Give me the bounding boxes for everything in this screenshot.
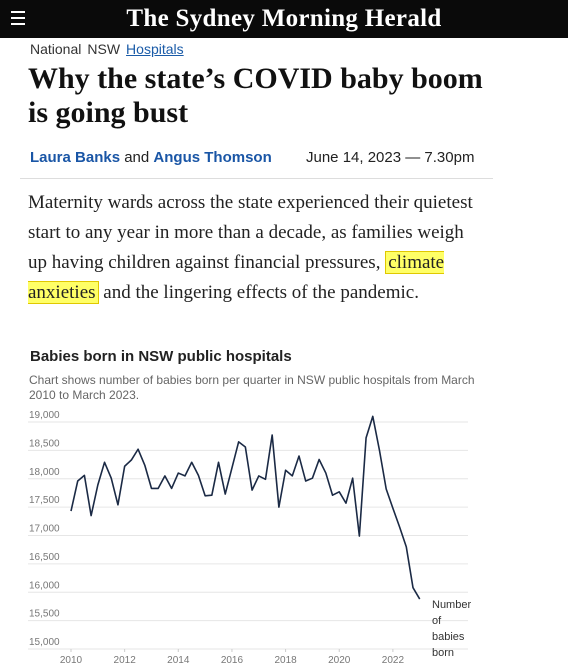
x-tick-label: 2014 — [167, 655, 190, 666]
chart-subtitle: Chart shows number of babies born per qu… — [29, 373, 475, 402]
series-line — [70, 415, 421, 600]
x-tick-label: 2018 — [274, 655, 297, 666]
y-tick-label: 15,500 — [29, 609, 60, 620]
breadcrumb[interactable]: Hospitals — [126, 41, 184, 57]
menu-button[interactable] — [11, 11, 25, 25]
y-tick-label: 18,000 — [29, 467, 60, 478]
x-tick-label: 2016 — [221, 655, 244, 666]
x-tick-label: 2022 — [382, 655, 405, 666]
y-tick-label: 17,000 — [29, 524, 60, 535]
breadcrumb[interactable]: NSW — [87, 41, 121, 57]
divider — [20, 178, 493, 179]
y-tick-label: 15,000 — [29, 637, 60, 648]
y-tick-label: 16,000 — [29, 580, 60, 591]
logo[interactable]: The Sydney Morning Herald — [126, 5, 442, 32]
breadcrumb[interactable]: National — [30, 41, 82, 57]
x-tick-label: 2010 — [60, 655, 83, 666]
paragraph-text: Maternity wards across the state experie… — [28, 192, 473, 273]
series-label: Number of babies born — [432, 599, 472, 659]
byline-joiner: and — [124, 149, 150, 166]
date: June 14, 2023 — 7.30pm — [306, 149, 475, 166]
x-tick-label: 2020 — [328, 655, 351, 666]
headline: Why the state’s COVID baby boom is going… — [28, 62, 483, 129]
breadcrumbs: National NSW Hospitals — [30, 41, 190, 57]
y-tick-label: 17,500 — [29, 495, 60, 506]
paragraph: Maternity wards across the state experie… — [28, 188, 480, 308]
y-tick-label: 18,500 — [29, 438, 60, 449]
paragraph-text: and the lingering effects of the pandemi… — [103, 282, 419, 303]
top-bar — [0, 0, 568, 38]
x-tick-label: 2012 — [114, 655, 137, 666]
y-tick-label: 19,000 — [29, 410, 60, 421]
y-tick-label: 16,500 — [29, 552, 60, 563]
author[interactable]: Laura Banks — [30, 149, 121, 166]
author[interactable]: Angus Thomson — [153, 149, 272, 166]
chart-title: Babies born in NSW public hospitals — [30, 348, 292, 365]
byline: Laura Banks and Angus Thomson — [30, 149, 272, 166]
